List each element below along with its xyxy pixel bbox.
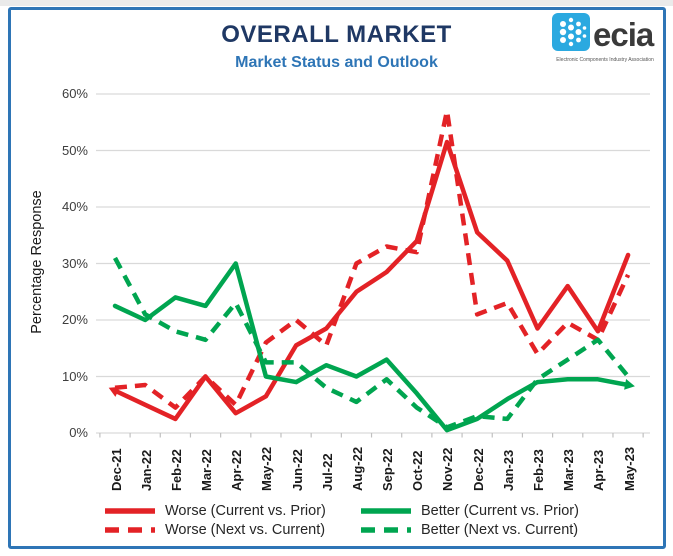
y-tick-label: 40%	[61, 199, 88, 214]
y-tick-label: 0%	[69, 425, 88, 440]
x-tick-label: Feb-22	[168, 449, 184, 491]
legend-item-worse-next: Worse (Next vs. Current)	[104, 521, 326, 538]
y-tick-label: 10%	[61, 368, 88, 384]
legend-swatch-dashed	[361, 526, 411, 533]
legend-item-better-next: Better (Next vs. Current)	[360, 521, 579, 538]
legend-swatch-solid	[361, 508, 411, 514]
ecia-logo: ecia Electronic Components Industry Asso…	[552, 13, 658, 63]
series-line-worse-current	[112, 139, 631, 422]
legend-item-worse-current: Worse (Current vs. Prior)	[104, 503, 326, 519]
series-arrowhead	[624, 379, 635, 390]
x-tick-label: Feb-23	[531, 449, 547, 491]
x-tick-label: Dec-22	[470, 448, 486, 491]
x-tick-label: Jan-22	[138, 449, 154, 491]
x-tick-label: Aug-22	[349, 446, 365, 491]
x-tick-label: Jun-22	[289, 449, 305, 491]
x-tick-label: Nov-22	[440, 447, 456, 491]
legend-item-better-current: Better (Current vs. Prior)	[360, 503, 579, 519]
ecia-logo-text: ecia	[593, 16, 654, 53]
series-line-better-next	[113, 256, 630, 430]
x-tick-label: Dec-21	[108, 448, 124, 491]
ecia-dots-icon	[552, 13, 590, 56]
ecia-logo-tagline: Electronic Components Industry Associati…	[556, 57, 654, 63]
x-tick-label: Jan-23	[500, 449, 516, 491]
y-tick-label: 20%	[61, 312, 88, 327]
legend-label: Better (Current vs. Prior)	[421, 503, 579, 519]
chart-subtitle: Market Status and Outlook	[235, 54, 438, 71]
x-tick-label: May-23	[621, 446, 637, 491]
series-line-better-current	[112, 261, 631, 433]
window-edge-strip	[0, 0, 673, 6]
x-tick-label: Jul-22	[319, 453, 335, 491]
x-tick-label: Mar-22	[199, 449, 215, 491]
y-tick-label: 60%	[61, 86, 88, 101]
x-tick-label: Apr-22	[229, 449, 245, 491]
x-tick-label: Oct-22	[410, 450, 426, 491]
legend-swatch-solid	[105, 508, 155, 514]
x-tick-label: Mar-23	[561, 449, 577, 491]
series-line-worse-next	[114, 108, 631, 410]
legend-label: Worse (Next vs. Current)	[165, 521, 326, 538]
legend-label: Worse (Current vs. Prior)	[165, 503, 326, 519]
legend-label: Better (Next vs. Current)	[421, 521, 579, 538]
legend-swatch-dashed	[105, 526, 155, 533]
chart-title: OVERALL MARKET	[221, 21, 452, 48]
x-tick-label: Apr-23	[591, 449, 607, 491]
y-tick-label: 50%	[61, 142, 88, 158]
y-tick-label: 30%	[61, 255, 88, 271]
x-tick-label: May-22	[259, 446, 275, 491]
x-tick-label: Sep-22	[380, 448, 396, 491]
chart-frame	[8, 7, 666, 549]
